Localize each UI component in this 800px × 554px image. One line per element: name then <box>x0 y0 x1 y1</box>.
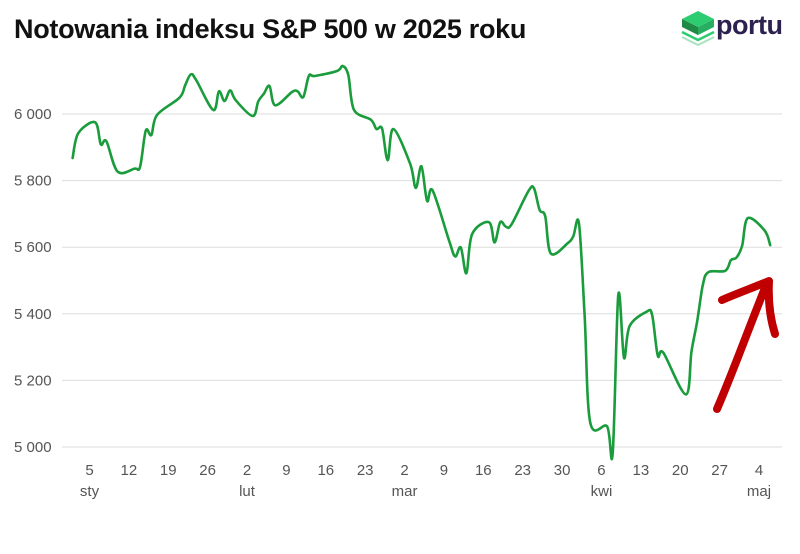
series-line <box>71 64 772 461</box>
x-month-label: lut <box>239 483 256 500</box>
x-tick-label: 19 <box>160 462 177 479</box>
x-tick-label: 20 <box>672 462 689 479</box>
x-tick-label: 26 <box>199 462 216 479</box>
arrow-head <box>718 277 779 338</box>
x-month-label: maj <box>747 483 771 500</box>
y-axis-ticks: 5 000 5 200 5 400 5 600 5 800 6 000 <box>14 106 52 456</box>
x-tick-label: 4 <box>755 462 763 479</box>
series-layer <box>71 64 772 461</box>
x-tick-label: 9 <box>282 462 290 479</box>
y-tick-label: 5 400 <box>14 306 52 323</box>
y-tick-label: 6 000 <box>14 106 52 123</box>
arrow-shaft <box>713 279 771 413</box>
x-tick-label: 9 <box>440 462 448 479</box>
page-title: Notowania indeksu S&P 500 w 2025 roku <box>14 14 527 44</box>
x-tick-label: 2 <box>400 462 408 479</box>
x-axis-ticks: 5 12 19 26 2 9 16 23 2 9 16 23 30 6 13 20 27 4 sty lut mar kw… <box>80 462 771 500</box>
y-tick-label: 5 600 <box>14 239 52 256</box>
y-tick-label: 5 000 <box>14 439 52 456</box>
x-month-label: kwi <box>591 483 613 500</box>
x-tick-label: 30 <box>554 462 571 479</box>
annotation-layer <box>713 277 779 413</box>
x-tick-label: 23 <box>357 462 374 479</box>
x-tick-label: 16 <box>317 462 334 479</box>
x-tick-label: 16 <box>475 462 492 479</box>
x-tick-label: 23 <box>514 462 531 479</box>
x-month-label: mar <box>392 483 418 500</box>
grid-lines <box>62 113 782 448</box>
x-tick-label: 2 <box>243 462 251 479</box>
x-tick-label: 5 <box>85 462 93 479</box>
x-tick-label: 13 <box>633 462 650 479</box>
x-month-label: sty <box>80 483 100 500</box>
x-tick-label: 27 <box>711 462 728 479</box>
y-tick-label: 5 800 <box>14 173 52 190</box>
x-tick-label: 6 <box>597 462 605 479</box>
y-tick-label: 5 200 <box>14 372 52 389</box>
x-tick-label: 12 <box>121 462 138 479</box>
portu-logo-icon <box>681 11 715 47</box>
portu-logo: portu <box>680 8 790 48</box>
logo-text: portu <box>716 10 783 40</box>
